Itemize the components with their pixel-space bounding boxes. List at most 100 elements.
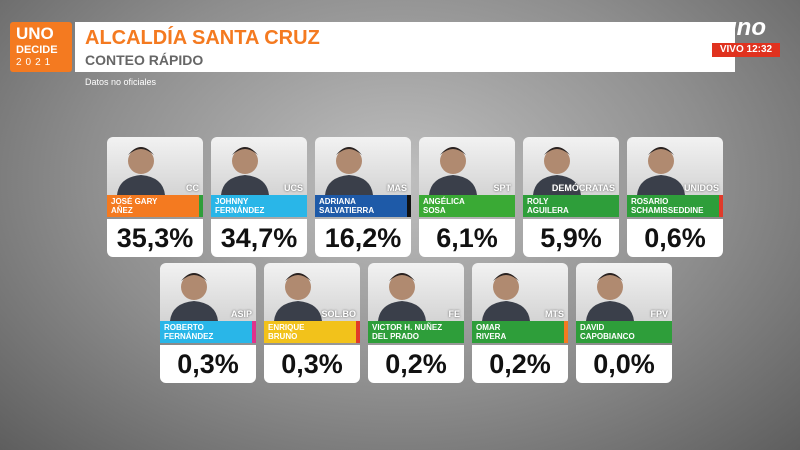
candidate-card: ASIP ROBERTO FERNÁNDEZ 0,3%: [160, 263, 256, 383]
candidate-name: RIVERA: [476, 332, 507, 341]
candidate-card: DEMÓCRATAS ROLY AGUILERA 5,9%: [523, 137, 619, 257]
percent: 0,3%: [160, 345, 256, 383]
name-bar: OMAR RIVERA: [472, 321, 568, 343]
logo-text: 2021: [16, 57, 55, 68]
percent: 0,2%: [368, 345, 464, 383]
name-bar: VICTOR H. NUÑEZ DEL PRADO: [368, 321, 464, 343]
candidate-card: UNIDOS ROSARIO SCHAMISSEDDINE 0,6%: [627, 137, 723, 257]
party-label: CC: [186, 183, 199, 193]
candidate-card: SPT ANGÉLICA SOSA 6,1%: [419, 137, 515, 257]
candidate-name: CAPOBIANCO: [580, 332, 635, 341]
party-accent: [511, 195, 515, 217]
name-bar: ROSARIO SCHAMISSEDDINE: [627, 195, 723, 217]
percent: 0,3%: [264, 345, 360, 383]
party-accent: [199, 195, 203, 217]
photo-silhouette: [637, 147, 685, 195]
party-label: ASIP: [230, 309, 252, 319]
candidate-name: ANGÉLICA: [423, 197, 465, 206]
candidate-name: JOSÉ GARY: [111, 197, 158, 206]
percent: 0,0%: [576, 345, 672, 383]
candidate-photo: [419, 137, 515, 195]
channel-logo: uno: [722, 14, 766, 41]
name-bar: ROLY AGUILERA: [523, 195, 619, 217]
photo-silhouette: [274, 273, 322, 321]
logo-box: UNO DECIDE 2021: [10, 22, 72, 72]
candidate-name: BRUNO: [268, 332, 298, 341]
candidate-name: AÑEZ: [111, 206, 133, 215]
candidate-card: FE VICTOR H. NUÑEZ DEL PRADO 0,2%: [368, 263, 464, 383]
title: ALCALDÍA SANTA CRUZ: [85, 27, 320, 49]
candidate-photo: [264, 263, 360, 321]
candidate-photo: [160, 263, 256, 321]
candidate-name: AGUILERA: [527, 206, 569, 215]
candidate-card: CC JOSÉ GARY AÑEZ 35,3%: [107, 137, 203, 257]
candidate-photo: [523, 137, 619, 195]
candidate-photo: [211, 137, 307, 195]
candidate-name: ROLY: [527, 197, 549, 206]
photo-silhouette: [378, 273, 426, 321]
candidate-name: DAVID: [580, 323, 605, 332]
candidate-photo: [627, 137, 723, 195]
candidate-name: FERNÁNDEZ: [164, 332, 214, 341]
name-bar: DAVID CAPOBIANCO: [576, 321, 672, 343]
party-accent: [719, 195, 723, 217]
logo-text: DECIDE: [16, 44, 58, 56]
party-accent: [460, 321, 464, 343]
candidate-name: FERNÁNDEZ: [215, 206, 265, 215]
candidate-name: VICTOR H. NUÑEZ: [372, 323, 443, 332]
name-bar: ADRIANA SALVATIERRA: [315, 195, 411, 217]
candidate-card: MAS ADRIANA SALVATIERRA 16,2%: [315, 137, 411, 257]
percent: 6,1%: [419, 219, 515, 257]
candidate-name: SCHAMISSEDDINE: [631, 206, 704, 215]
candidate-name: SOSA: [423, 206, 446, 215]
candidate-card: SOL.BO ENRIQUE BRUNO 0,3%: [264, 263, 360, 383]
candidate-photo: [315, 137, 411, 195]
candidate-card: UCS JOHNNY FERNÁNDEZ 34,7%: [211, 137, 307, 257]
candidate-photo: [368, 263, 464, 321]
photo-silhouette: [221, 147, 269, 195]
candidate-name: OMAR: [476, 323, 501, 332]
candidate-name: SALVATIERRA: [319, 206, 375, 215]
party-accent: [303, 195, 307, 217]
party-label: FPV: [650, 309, 668, 319]
candidate-name: ROBERTO: [164, 323, 204, 332]
candidate-photo: [107, 137, 203, 195]
header-bar: ALCALDÍA SANTA CRUZ CONTEO RÁPIDO: [75, 22, 735, 72]
candidate-name: ADRIANA: [319, 197, 356, 206]
name-bar: JOSÉ GARY AÑEZ: [107, 195, 203, 217]
candidate-card: FPV DAVID CAPOBIANCO 0,0%: [576, 263, 672, 383]
party-accent: [252, 321, 256, 343]
photo-silhouette: [170, 273, 218, 321]
candidate-name: ENRIQUE: [268, 323, 305, 332]
percent: 0,6%: [627, 219, 723, 257]
party-label: MTS: [545, 309, 564, 319]
party-label: UCS: [283, 183, 303, 193]
name-bar: JOHNNY FERNÁNDEZ: [211, 195, 307, 217]
live-badge: VIVO 12:32: [712, 43, 780, 57]
candidate-photo: [576, 263, 672, 321]
photo-silhouette: [533, 147, 581, 195]
party-label: SOL.BO: [321, 309, 356, 319]
photo-silhouette: [586, 273, 634, 321]
name-bar: ROBERTO FERNÁNDEZ: [160, 321, 256, 343]
party-accent: [615, 195, 619, 217]
name-bar: ENRIQUE BRUNO: [264, 321, 360, 343]
candidate-card: MTS OMAR RIVERA 0,2%: [472, 263, 568, 383]
candidate-name: ROSARIO: [631, 197, 669, 206]
percent: 0,2%: [472, 345, 568, 383]
party-accent: [668, 321, 672, 343]
party-accent: [407, 195, 411, 217]
percent: 5,9%: [523, 219, 619, 257]
photo-silhouette: [482, 273, 530, 321]
note: Datos no oficiales: [85, 77, 157, 87]
name-bar: ANGÉLICA SOSA: [419, 195, 515, 217]
candidate-name: JOHNNY: [215, 197, 249, 206]
party-label: FE: [448, 309, 460, 319]
percent: 35,3%: [107, 219, 203, 257]
subtitle: CONTEO RÁPIDO: [85, 52, 204, 68]
party-label: MAS: [387, 183, 407, 193]
photo-silhouette: [429, 147, 477, 195]
percent: 34,7%: [211, 219, 307, 257]
logo-text: UNO: [16, 24, 54, 43]
